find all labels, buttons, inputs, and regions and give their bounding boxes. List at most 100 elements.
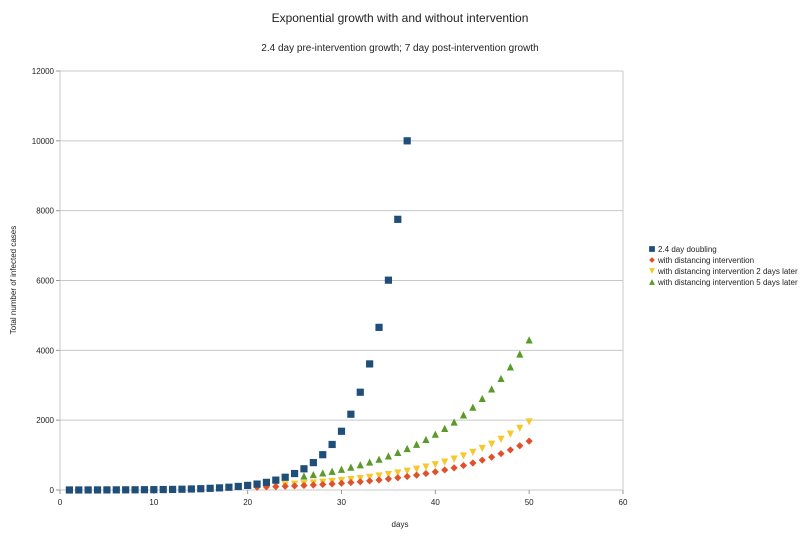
data-point — [197, 485, 205, 493]
legend-label: with distancing intervention — [657, 256, 754, 265]
data-point — [516, 350, 524, 358]
data-point — [394, 474, 402, 482]
data-point — [506, 363, 514, 371]
data-point — [525, 336, 533, 344]
data-point — [337, 465, 346, 473]
data-point — [516, 424, 524, 432]
data-point — [478, 394, 486, 403]
data-point — [356, 461, 364, 469]
y-tick-label: 8000 — [36, 207, 54, 216]
legend-marker — [649, 268, 655, 274]
data-point — [394, 215, 402, 223]
data-point — [375, 476, 383, 484]
data-point — [234, 482, 242, 491]
data-point — [516, 442, 524, 450]
legend-marker — [649, 279, 655, 285]
data-point — [384, 276, 393, 284]
data-point — [478, 444, 486, 453]
data-point — [300, 472, 308, 480]
data-point — [262, 478, 271, 486]
x-tick-label: 20 — [243, 498, 252, 507]
data-point — [319, 469, 327, 477]
data-point — [347, 463, 355, 471]
data-point — [384, 452, 393, 460]
data-point — [93, 486, 102, 494]
data-point — [300, 481, 308, 490]
data-point — [497, 374, 505, 383]
data-point — [525, 418, 533, 426]
data-point — [347, 410, 355, 418]
y-axis-label: Total number of infected cases — [9, 226, 18, 335]
data-point — [488, 440, 496, 448]
y-tick-label: 12000 — [32, 67, 55, 76]
data-point — [366, 360, 374, 368]
data-point — [469, 448, 477, 456]
data-point — [309, 470, 317, 479]
data-point — [290, 482, 299, 490]
data-point — [169, 485, 177, 494]
data-point — [225, 483, 233, 491]
data-point — [450, 418, 458, 426]
data-point — [403, 467, 411, 475]
data-point — [441, 466, 449, 474]
legend-label: 2.4 day doubling — [658, 245, 717, 254]
data-point — [206, 484, 214, 492]
data-point — [337, 479, 346, 487]
data-point — [244, 481, 252, 489]
data-point — [403, 444, 411, 453]
data-point — [375, 455, 383, 463]
data-point — [459, 452, 468, 460]
data-point — [469, 459, 477, 467]
data-point — [441, 458, 449, 466]
data-point — [384, 470, 393, 479]
y-tick-label: 6000 — [36, 277, 54, 286]
data-point — [375, 472, 383, 480]
x-tick-label: 40 — [431, 498, 440, 507]
data-point — [84, 486, 92, 494]
data-point — [187, 485, 195, 493]
data-point — [75, 486, 83, 494]
data-point — [281, 482, 289, 490]
data-point — [356, 388, 364, 396]
data-point — [131, 486, 139, 494]
legend-marker — [649, 246, 655, 252]
data-point — [337, 427, 346, 435]
data-point — [469, 403, 477, 411]
data-point — [281, 473, 289, 481]
data-point — [300, 465, 308, 473]
y-tick-label: 0 — [50, 486, 55, 495]
data-point — [150, 486, 158, 494]
data-point — [290, 469, 299, 478]
data-point — [394, 469, 402, 477]
x-tick-label: 60 — [619, 498, 628, 507]
data-point — [328, 467, 336, 475]
data-point — [506, 446, 514, 454]
data-point — [431, 468, 439, 476]
data-point — [459, 411, 468, 419]
legend-label: with distancing intervention 2 days late… — [657, 267, 798, 276]
data-point — [422, 435, 430, 444]
data-point — [384, 475, 393, 483]
legend-marker — [649, 257, 655, 263]
data-point — [488, 453, 496, 461]
data-point — [112, 486, 120, 494]
data-point — [478, 456, 486, 464]
data-point — [215, 484, 224, 492]
data-point — [412, 440, 421, 448]
data-point — [366, 477, 374, 485]
data-point — [309, 459, 317, 467]
y-tick-label: 4000 — [36, 346, 54, 355]
data-point — [525, 437, 533, 445]
data-point — [159, 485, 167, 494]
data-point — [459, 461, 468, 470]
data-point — [319, 480, 327, 489]
data-point — [403, 137, 411, 145]
y-tick-label: 2000 — [36, 416, 54, 425]
chart-subtitle: 2.4 day pre-intervention growth; 7 day p… — [261, 43, 538, 54]
data-point — [347, 478, 355, 487]
data-point — [309, 481, 317, 489]
data-point — [178, 485, 186, 493]
data-point — [65, 486, 73, 494]
